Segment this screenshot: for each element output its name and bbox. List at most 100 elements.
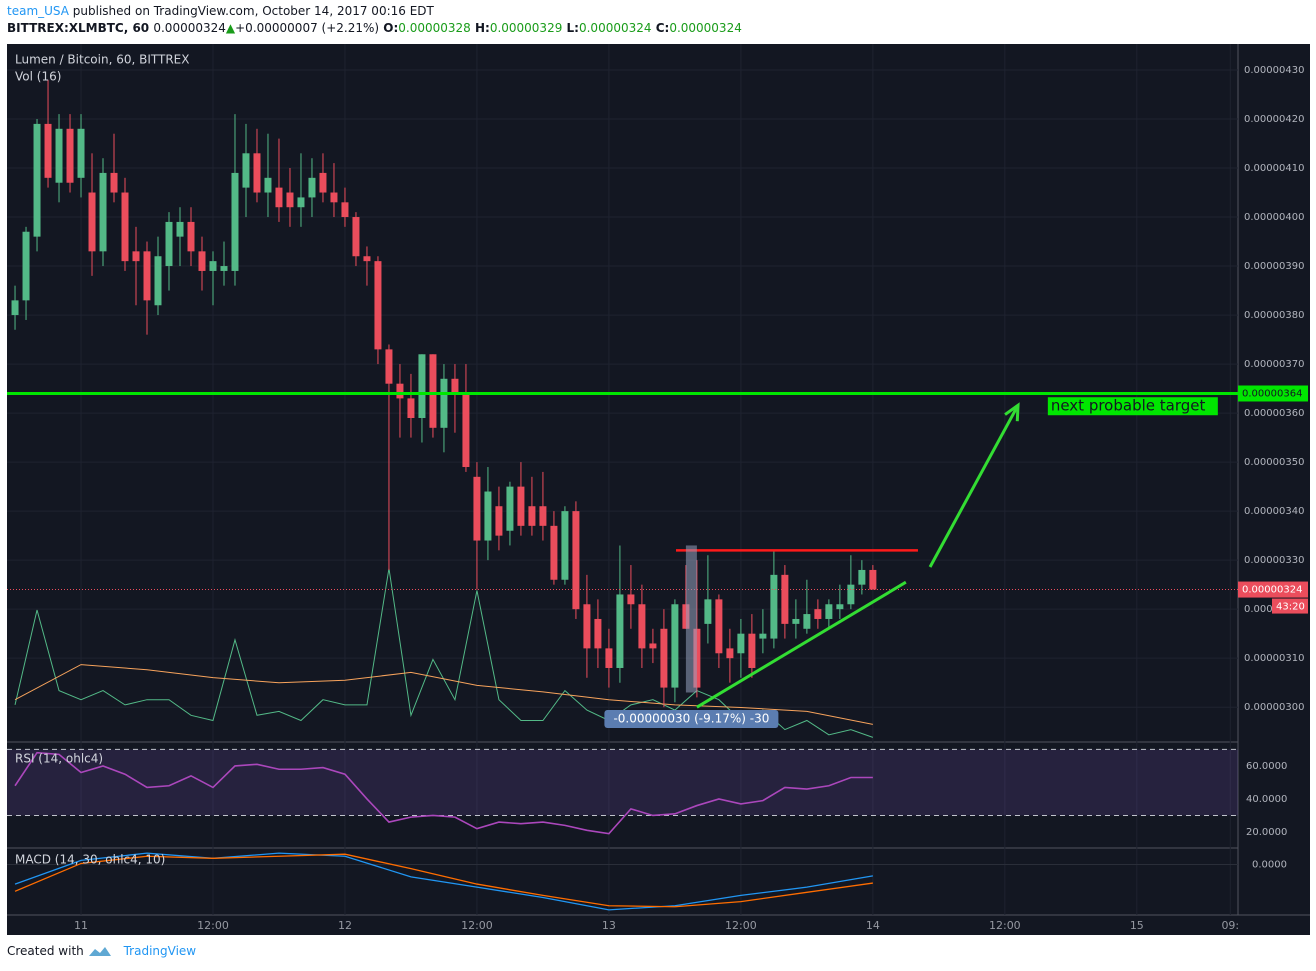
trend-line bbox=[696, 580, 907, 709]
published: published on TradingView.com, October 14… bbox=[72, 4, 434, 18]
x-tick-label: 11 bbox=[74, 919, 88, 932]
candle-body bbox=[154, 256, 162, 306]
y-tick-label: 0.00000390 bbox=[1244, 261, 1304, 272]
candle-body bbox=[374, 261, 382, 350]
candle-body bbox=[572, 511, 580, 610]
ohlc-key: C: bbox=[655, 21, 670, 35]
candle-body bbox=[121, 192, 129, 262]
candle-body bbox=[847, 584, 855, 605]
candle-body bbox=[770, 574, 778, 639]
candle-body bbox=[539, 506, 547, 526]
y-tick-label: 0.00000340 bbox=[1244, 506, 1304, 517]
candle-body bbox=[451, 378, 459, 394]
chart-background bbox=[7, 44, 1310, 935]
candle-body bbox=[264, 177, 272, 193]
last-price-label: 0.00000324 bbox=[1242, 585, 1302, 596]
candle-body bbox=[814, 609, 822, 619]
brand[interactable]: TradingView bbox=[123, 944, 197, 958]
ohlc-key: L: bbox=[566, 21, 579, 35]
y-tick-label: 0.00000380 bbox=[1244, 310, 1304, 321]
measure-box bbox=[685, 545, 697, 693]
macd-title: MACD (14, 30, ohlc4, 10) bbox=[15, 853, 165, 867]
change: +0.00000007 (+2.21%) bbox=[235, 21, 380, 35]
candle-body bbox=[484, 491, 492, 541]
ohlc-value: 0.00000324 bbox=[578, 21, 652, 35]
x-tick-label: 12 bbox=[338, 919, 352, 932]
logo bbox=[89, 947, 111, 956]
candle-body bbox=[803, 614, 811, 629]
candle-body bbox=[341, 202, 349, 218]
candle-body bbox=[792, 618, 800, 624]
candle-body bbox=[286, 192, 294, 208]
rsi-line bbox=[14, 751, 873, 835]
x-tick-label: 09: bbox=[1221, 919, 1239, 932]
x-tick-label: 12:00 bbox=[725, 919, 757, 932]
ohlc-value: 0.00000328 bbox=[398, 21, 471, 35]
arrow-head bbox=[1004, 402, 1020, 422]
y-tick-label: 0.00000410 bbox=[1244, 163, 1304, 174]
candle-body bbox=[198, 251, 206, 271]
candle-body bbox=[693, 628, 701, 688]
y-tick-label: 0.00000330 bbox=[1244, 555, 1304, 566]
countdown: 43:20 bbox=[1276, 602, 1305, 613]
candle-body bbox=[330, 192, 338, 203]
macd-line bbox=[14, 852, 873, 911]
ohlc-key: O: bbox=[383, 21, 399, 35]
header-line: team_USA published on TradingView.com, O… bbox=[7, 4, 434, 18]
candle-body bbox=[143, 251, 151, 301]
candle-body bbox=[836, 604, 844, 610]
candle-body bbox=[550, 525, 558, 580]
symbol: BITTREX:XLMBTC, 60 bbox=[7, 21, 150, 35]
ohlc-key: H: bbox=[474, 21, 490, 35]
candle-body bbox=[77, 128, 85, 178]
x-tick-label: 12:00 bbox=[989, 919, 1021, 932]
candle-body bbox=[165, 221, 173, 267]
candle-body bbox=[759, 633, 767, 639]
chart-title: Lumen / Bitcoin, 60, BITTREX bbox=[15, 53, 189, 67]
symbol-line: BITTREX:XLMBTC, 60 0.00000324▲+0.0000000… bbox=[7, 21, 742, 35]
target-text: next probable target bbox=[1051, 397, 1206, 415]
candle-body bbox=[660, 628, 668, 688]
candle-body bbox=[726, 648, 734, 659]
last-price: 0.00000324 bbox=[153, 21, 226, 35]
candle-body bbox=[737, 633, 745, 654]
candle-body bbox=[627, 594, 635, 605]
macd-line bbox=[14, 853, 873, 908]
candle-body bbox=[176, 221, 184, 237]
y-tick-label: 0.00000400 bbox=[1244, 212, 1304, 223]
candle-body bbox=[517, 486, 525, 526]
candle-body bbox=[209, 261, 217, 271]
x-tick-label: 13 bbox=[602, 919, 616, 932]
candle-body bbox=[308, 177, 316, 198]
author[interactable]: team_USA bbox=[7, 4, 69, 18]
candle-body bbox=[418, 354, 426, 418]
x-tick-label: 14 bbox=[866, 919, 880, 932]
candle-body bbox=[704, 599, 712, 624]
candle-body bbox=[671, 604, 679, 688]
candle-body bbox=[275, 187, 283, 208]
candle-body bbox=[561, 511, 569, 580]
rsi-tick-label: 60.0000 bbox=[1246, 761, 1287, 772]
arrow-line bbox=[928, 404, 1020, 568]
x-tick-label: 12:00 bbox=[461, 919, 493, 932]
measure-label-box bbox=[604, 709, 779, 728]
candle-body bbox=[594, 618, 602, 649]
candle-body bbox=[231, 172, 239, 271]
target-price-box bbox=[1238, 385, 1308, 402]
candle-body bbox=[825, 604, 833, 619]
candle-body bbox=[605, 648, 613, 668]
countdown-box bbox=[1272, 598, 1308, 614]
candle-body bbox=[55, 128, 63, 183]
y-tick-label: 0.00000370 bbox=[1244, 359, 1304, 370]
y-tick-label: 0.00000310 bbox=[1244, 653, 1304, 664]
candle-body bbox=[649, 643, 657, 649]
target-text-box bbox=[1047, 397, 1218, 416]
candle-body bbox=[110, 172, 118, 193]
candle-body bbox=[385, 349, 393, 384]
candle-body bbox=[396, 383, 404, 399]
candle-body bbox=[638, 604, 646, 649]
volume-ma bbox=[14, 664, 873, 725]
candle-body bbox=[363, 256, 371, 262]
y-tick-label: 0.00000360 bbox=[1244, 408, 1304, 419]
